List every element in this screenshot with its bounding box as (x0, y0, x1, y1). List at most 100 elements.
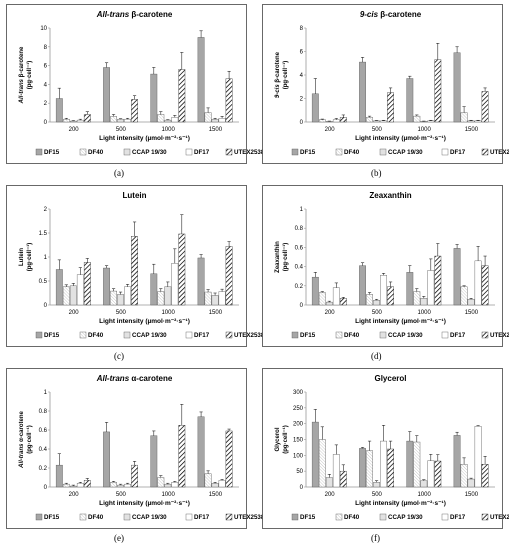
legend-label: DF40 (344, 514, 360, 521)
panel-letter: (b) (371, 168, 382, 178)
bar (332, 454, 340, 488)
legend-swatch (123, 331, 131, 339)
chart-title: Glycerol (374, 374, 406, 383)
bar (157, 291, 165, 306)
bar (467, 299, 475, 306)
x-tick-label: 200 (325, 310, 336, 316)
legend-label: DF40 (88, 514, 104, 521)
bar (481, 91, 489, 123)
legend-swatch (441, 513, 449, 521)
bar (124, 286, 131, 306)
y-tick-label: 0.2 (295, 284, 304, 290)
legend-label: DF40 (344, 149, 360, 156)
legend-label: CCAP 19/30 (132, 149, 167, 156)
bar (387, 286, 394, 306)
panel-letter: (d) (371, 351, 382, 361)
bar (103, 267, 110, 306)
y-tick-label: 2 (300, 97, 304, 103)
y-tick-label: 1 (44, 255, 48, 261)
bar (366, 294, 373, 306)
bar (124, 118, 131, 123)
legend-swatch (79, 331, 87, 339)
bar (76, 482, 84, 488)
bar (427, 460, 435, 488)
bar (420, 298, 428, 306)
y-axis-unit: (pg·cell⁻¹) (282, 243, 289, 272)
bar (460, 112, 468, 123)
x-tick-label: 1500 (465, 492, 479, 498)
bar (406, 78, 414, 123)
bar (413, 115, 421, 123)
legend-swatch (35, 513, 43, 521)
bar (164, 286, 172, 306)
bar (197, 37, 205, 123)
y-tick-label: 0.4 (39, 447, 48, 453)
legend-swatch (441, 331, 449, 339)
bar (474, 426, 482, 488)
bar (103, 67, 110, 123)
bar (380, 275, 387, 306)
y-tick-label: 1.5 (39, 231, 48, 237)
bar (62, 483, 70, 488)
panel-border (6, 368, 247, 529)
legend-label: DF17 (450, 514, 466, 521)
bar (131, 236, 138, 306)
bar (69, 285, 77, 306)
chart-title: Lutein (123, 191, 147, 200)
y-tick-label: 2 (44, 101, 48, 107)
bar (157, 114, 165, 123)
bar (204, 112, 212, 123)
chart-title: All-trans β-carotene (96, 10, 173, 19)
bar (218, 291, 226, 306)
legend-swatch (185, 331, 193, 339)
x-axis-label: Light intensity (µmol·m⁻²·s⁻¹) (99, 135, 190, 142)
chart-title: Zeaxanthin (369, 191, 411, 200)
x-tick-label: 200 (69, 127, 80, 133)
legend-label: CCAP 19/30 (132, 514, 167, 521)
panel-border (262, 4, 503, 164)
bar (69, 485, 77, 488)
y-tick-label: 100 (293, 453, 304, 459)
y-tick-label: 2 (44, 207, 48, 213)
bar (359, 448, 366, 488)
y-tick-label: 0 (44, 120, 48, 126)
bar (178, 233, 186, 306)
panel-letter: (c) (114, 351, 124, 361)
bar (62, 118, 70, 123)
x-axis-label: Light intensity (µmol·m⁻²·s⁻¹) (99, 318, 190, 325)
legend-swatch (225, 513, 233, 521)
y-tick-label: 50 (296, 469, 303, 475)
y-tick-label: 0 (300, 485, 304, 491)
legend-swatch (225, 331, 233, 339)
bar (197, 416, 205, 488)
panel-border (6, 185, 247, 347)
legend-swatch (35, 148, 43, 156)
legend-label: DF15 (44, 332, 60, 339)
bar (164, 483, 172, 488)
y-tick-label: 10 (40, 26, 47, 32)
x-tick-label: 1500 (465, 127, 479, 133)
bar (413, 441, 421, 488)
legend-label: UTEX2538 (234, 149, 265, 156)
x-tick-label: 500 (116, 127, 127, 133)
y-axis-unit: (pg·cell⁻¹) (26, 61, 33, 90)
y-axis-unit: (pg·cell⁻¹) (26, 425, 33, 454)
bar (318, 292, 326, 306)
bar (225, 78, 233, 123)
bar (83, 114, 91, 123)
bar (467, 478, 475, 488)
y-axis-label: 9-cis β-carotene (275, 51, 281, 98)
bar (434, 255, 442, 306)
x-tick-label: 1500 (209, 310, 223, 316)
bar (406, 272, 414, 306)
legend-label: DF40 (344, 332, 360, 339)
bar (225, 246, 233, 306)
legend-label: DF17 (450, 332, 466, 339)
x-tick-label: 500 (372, 127, 383, 133)
bar (55, 269, 63, 306)
x-axis-label: Light intensity (µmol·m⁻²·s⁻¹) (355, 500, 446, 507)
y-axis-unit: (pg·cell⁻¹) (26, 243, 33, 272)
bar (453, 248, 461, 306)
panel-border (262, 185, 503, 347)
